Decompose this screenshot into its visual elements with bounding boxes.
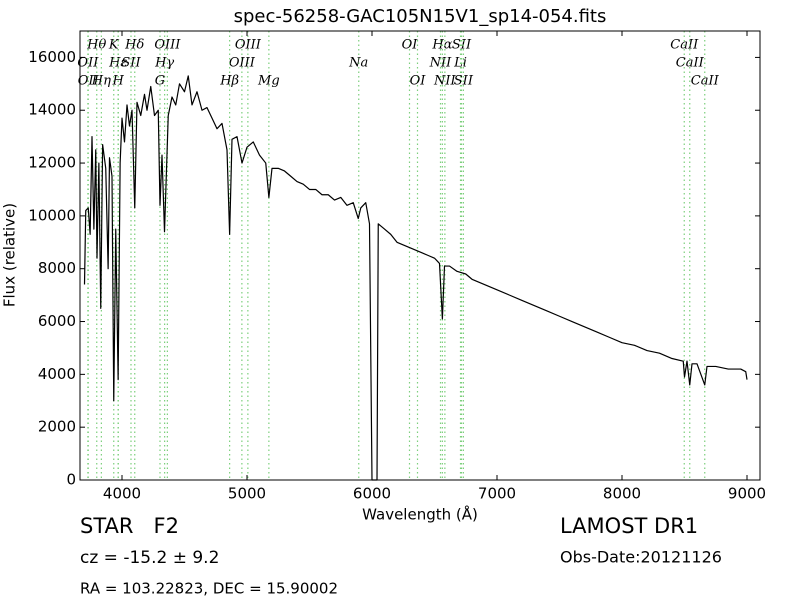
y-tick-label: 16000: [28, 48, 76, 66]
x-tick-label: 7000: [478, 485, 516, 503]
spectral-line-label: NII: [429, 56, 453, 71]
x-axis-label: Wavelength (Å): [362, 505, 478, 524]
spectral-line-label: K: [108, 38, 120, 53]
spectral-line-label: Hγ: [154, 56, 174, 71]
spectral-line-label: OI: [402, 38, 419, 53]
spectral-line-label: SII: [452, 38, 472, 53]
spectral-line-label: OIII: [229, 56, 256, 71]
y-tick-label: 12000: [28, 154, 76, 172]
spectral-line-label: CaII: [670, 38, 699, 53]
spectral-line-label: Li: [453, 56, 467, 71]
chart-title: spec-56258-GAC105N15V1_sp14-054.fits: [234, 6, 607, 27]
spectral-line-label: Na: [348, 56, 368, 71]
x-tick-label: 5000: [228, 485, 266, 503]
spectrum-line: [83, 75, 748, 481]
spectral-line-label: H: [111, 74, 124, 89]
spectral-line-label: Hβ: [219, 74, 239, 89]
spectral-line-label: SII: [121, 56, 141, 71]
spectral-line-label: Hα: [431, 38, 452, 53]
y-axis-label: Flux (relative): [1, 203, 19, 307]
coordinates: RA = 103.22823, DEC = 15.90002: [80, 580, 338, 598]
spectral-line-label: CaII: [691, 74, 720, 89]
spectral-line-label: OIII: [235, 38, 262, 53]
x-tick-label: 8000: [603, 485, 641, 503]
y-tick-label: 14000: [28, 101, 76, 119]
spectral-line-label: SII: [454, 74, 474, 89]
y-tick-label: 10000: [28, 206, 76, 224]
y-tick-label: 2000: [38, 418, 76, 436]
spectral-line-label: OI: [410, 74, 427, 89]
x-tick-label: 4000: [103, 485, 141, 503]
spectral-line-label: OII: [78, 74, 100, 89]
spectral-line-label: Hη: [91, 74, 111, 89]
spectral-line-label: G: [155, 74, 165, 89]
spectral-line-label: OIII: [154, 38, 181, 53]
spectral-line-label: CaII: [676, 56, 705, 71]
y-tick-label: 4000: [38, 365, 76, 383]
y-tick-label: 6000: [38, 312, 76, 330]
spectral-line-label: NII: [433, 74, 457, 89]
spectral-line-label: Hδ: [124, 38, 144, 53]
spectral-line-label: Mg: [257, 74, 280, 89]
spectral-line-label: Hθ: [86, 38, 106, 53]
y-tick-label: 0: [66, 471, 76, 489]
object-class: STAR F2: [80, 514, 179, 538]
redshift: cz = -15.2 ± 9.2: [80, 548, 219, 568]
plot-frame: [79, 30, 761, 481]
x-tick-label: 9000: [728, 485, 766, 503]
y-tick-label: 8000: [38, 259, 76, 277]
obs-date: Obs-Date:20121126: [560, 548, 722, 567]
survey: LAMOST DR1: [560, 514, 698, 538]
x-tick-label: 6000: [353, 485, 391, 503]
